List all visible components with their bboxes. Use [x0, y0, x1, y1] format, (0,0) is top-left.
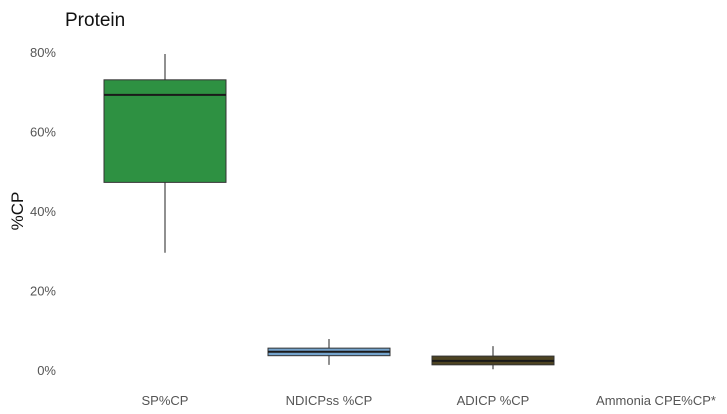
box-series — [103, 53, 555, 370]
y-tick-label: 60% — [30, 125, 56, 140]
x-tick-label: ADICP %CP — [457, 393, 530, 408]
y-axis-ticks: 0% 20% 40% 60% 80% — [30, 45, 56, 378]
y-axis-label: %CP — [8, 192, 27, 231]
box-3 — [431, 346, 555, 370]
x-tick-label: SP%CP — [142, 393, 189, 408]
y-tick-label: 80% — [30, 45, 56, 60]
y-tick-label: 40% — [30, 204, 56, 219]
box-2 — [267, 338, 391, 365]
x-tick-label: Ammonia CPE%CP* — [596, 393, 716, 408]
box-body — [103, 79, 227, 183]
chart-title: Protein — [65, 10, 125, 31]
x-axis-ticks: SP%CP NDICPss %CP ADICP %CP Ammonia CPE%CP* — [142, 393, 716, 408]
x-tick-label: NDICPss %CP — [286, 393, 373, 408]
y-tick-label: 20% — [30, 284, 56, 299]
y-tick-label: 0% — [37, 363, 56, 378]
box-1 — [103, 53, 227, 253]
